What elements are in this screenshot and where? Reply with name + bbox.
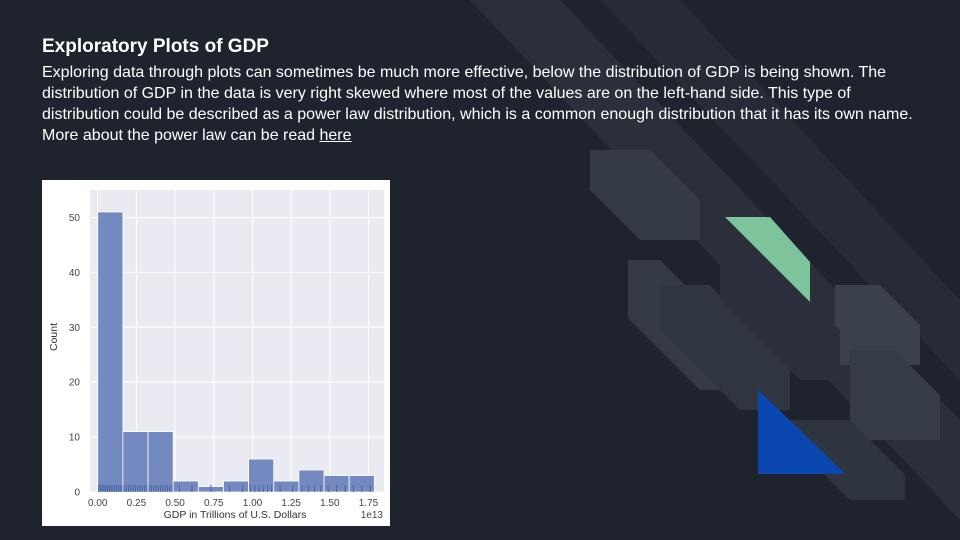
bg-block-5	[850, 350, 940, 440]
chart-card: 0.00 0.25 0.50 0.75 1.00 1.25 1.50 1.75 0 10 20 30…	[42, 180, 390, 526]
x-axis-label: GDP in Trillions of U.S. Dollars	[164, 509, 307, 521]
x-tick-label: 0.75	[204, 498, 224, 509]
x-tick-labels: 0.00 0.25 0.50 0.75 1.00 1.25 1.50 1.75	[88, 498, 379, 509]
bg-block-7	[720, 250, 840, 380]
y-tick-label: 50	[69, 213, 81, 224]
histogram-bar	[97, 211, 124, 493]
rug-marks	[98, 485, 371, 492]
x-tick-label: 1.75	[359, 498, 379, 509]
slide-title: Exploratory Plots of GDP	[42, 36, 269, 57]
y-tick-label: 30	[69, 323, 81, 334]
y-tick-label: 0	[74, 488, 80, 499]
histogram-bar	[248, 458, 275, 493]
bg-block-6	[790, 420, 905, 500]
bg-stripe-1	[470, 0, 960, 520]
y-tick-label: 20	[69, 378, 81, 389]
histogram-bar	[147, 431, 174, 493]
y-tick-label: 10	[69, 433, 81, 444]
bg-block-1	[590, 150, 700, 240]
x-tick-label: 1.25	[281, 498, 301, 509]
histogram-bar	[273, 480, 300, 493]
histogram-bars	[97, 211, 375, 493]
power-law-link[interactable]: here	[319, 127, 352, 144]
gdp-histogram: 0.00 0.25 0.50 0.75 1.00 1.25 1.50 1.75 0 10 20 30…	[48, 190, 384, 521]
x-tick-label: 0.25	[127, 498, 147, 509]
x-tick-label: 1.50	[320, 498, 340, 509]
bg-block-4	[835, 285, 920, 365]
accent-green-shape	[725, 217, 810, 302]
histogram-bar	[223, 480, 250, 493]
slide-body-text: Exploring data through plots can sometim…	[42, 64, 913, 144]
histogram-bar	[122, 431, 149, 493]
x-tick-label: 1.00	[243, 498, 263, 509]
slide-body: Exploring data through plots can sometim…	[42, 62, 922, 146]
histogram-bar	[298, 469, 325, 493]
y-tick-labels: 0 10 20 30 40 50	[69, 213, 81, 499]
bg-block-3	[660, 285, 790, 410]
histogram-bar	[172, 480, 199, 493]
y-tick-label: 40	[69, 268, 81, 279]
x-tick-label: 0.50	[165, 498, 185, 509]
x-tick-label: 0.00	[88, 498, 108, 509]
x-offset-label: 1e13	[361, 510, 384, 521]
y-axis-label: Count	[48, 323, 60, 351]
accent-blue-shape	[758, 390, 845, 474]
